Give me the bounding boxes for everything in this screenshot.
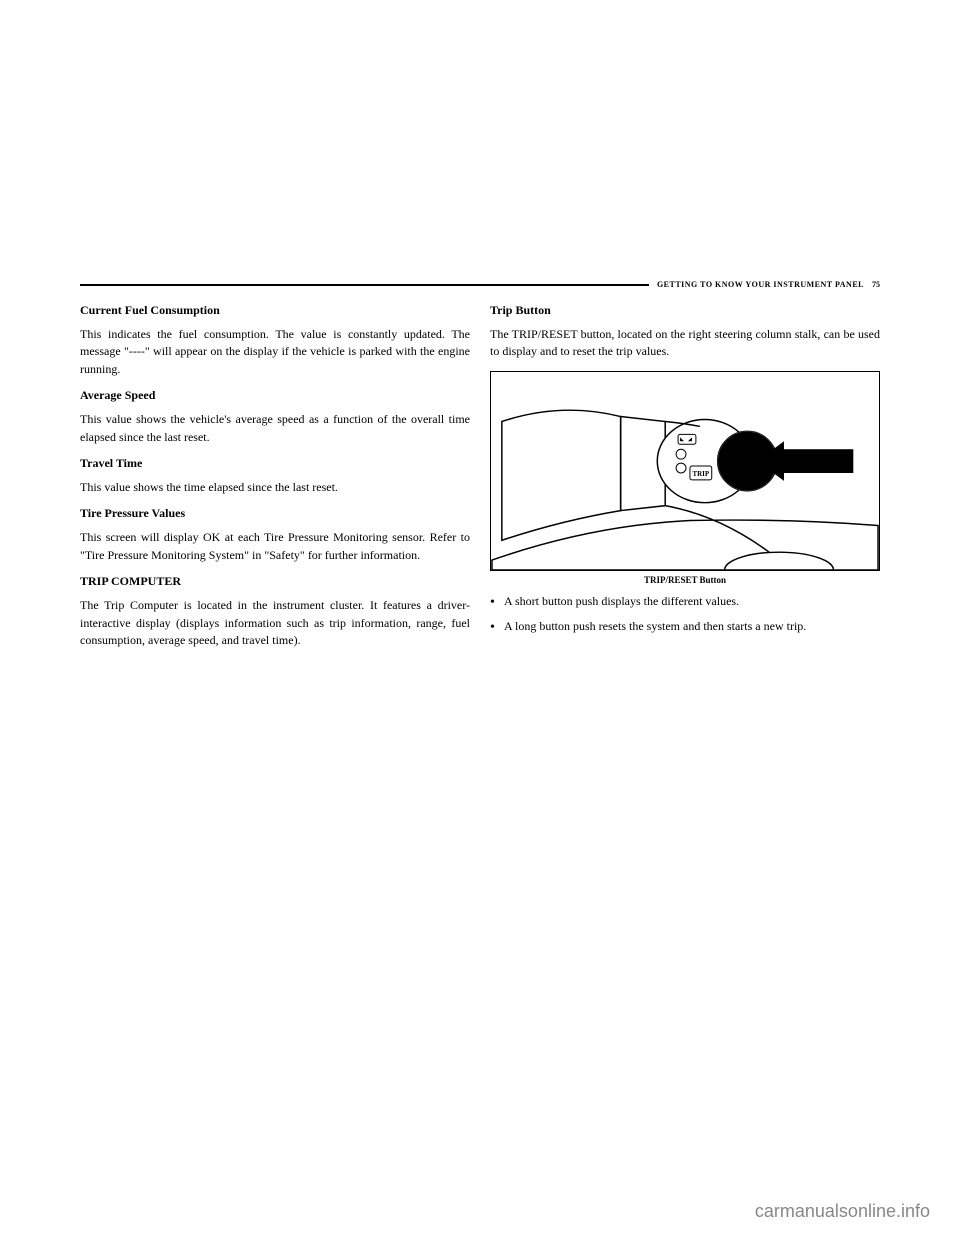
- text-trip-computer: The Trip Computer is located in the inst…: [80, 597, 470, 649]
- bullet-long-push: A long button push resets the system and…: [490, 618, 880, 635]
- text-trip-button: The TRIP/RESET button, located on the ri…: [490, 326, 880, 361]
- bullet-list: A short button push displays the differe…: [490, 593, 880, 636]
- text-tire-pressure: This screen will display OK at each Tire…: [80, 529, 470, 564]
- left-column: Current Fuel Consumption This indicates …: [80, 299, 470, 659]
- heading-average-speed: Average Speed: [80, 388, 470, 403]
- bullet-short-push: A short button push displays the differe…: [490, 593, 880, 610]
- heading-travel-time: Travel Time: [80, 456, 470, 471]
- content-columns: Current Fuel Consumption This indicates …: [80, 299, 880, 659]
- page-number: 75: [864, 280, 880, 289]
- figure-caption: TRIP/RESET Button: [490, 575, 880, 585]
- heading-current-fuel: Current Fuel Consumption: [80, 303, 470, 318]
- header-line: [80, 284, 649, 286]
- header-bar: GETTING TO KNOW YOUR INSTRUMENT PANEL 75: [80, 280, 880, 289]
- stalk-illustration: TRIP: [491, 372, 879, 570]
- text-travel-time: This value shows the time elapsed since …: [80, 479, 470, 496]
- svg-text:TRIP: TRIP: [693, 471, 710, 478]
- text-current-fuel: This indicates the fuel consumption. The…: [80, 326, 470, 378]
- heading-trip-button: Trip Button: [490, 303, 880, 318]
- header-section-title: GETTING TO KNOW YOUR INSTRUMENT PANEL: [649, 280, 864, 289]
- page-container: GETTING TO KNOW YOUR INSTRUMENT PANEL 75…: [80, 280, 880, 659]
- right-column: Trip Button The TRIP/RESET button, locat…: [490, 299, 880, 659]
- heading-trip-computer: TRIP COMPUTER: [80, 574, 470, 589]
- figure-trip-reset-button: TRIP: [490, 371, 880, 571]
- watermark: carmanualsonline.info: [755, 1201, 930, 1222]
- heading-tire-pressure: Tire Pressure Values: [80, 506, 470, 521]
- text-average-speed: This value shows the vehicle's average s…: [80, 411, 470, 446]
